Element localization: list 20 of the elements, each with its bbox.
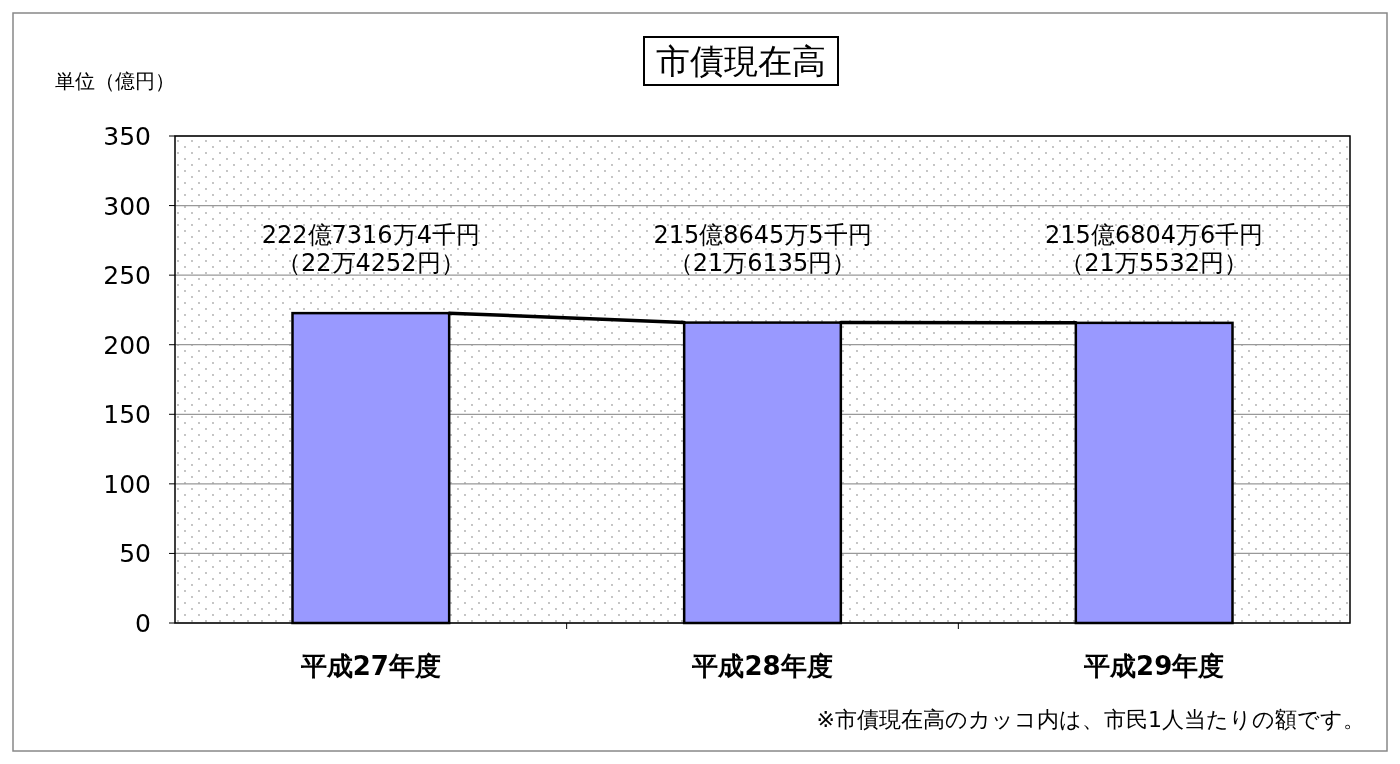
y-tick-label: 0 [135,609,151,638]
y-axis-title: 単位（億円） [55,69,175,93]
annotation: （22万4252円） [277,248,465,277]
y-tick-label: 250 [103,261,151,291]
annotation: 215億6804万6千円 [1045,220,1264,249]
y-tick-label: 100 [103,469,151,499]
chart-title: 市債現在高 [656,41,826,81]
annotation: （21万6135円） [668,248,857,277]
x-tick-label: 平成28年度 [691,651,833,681]
annotation: 215億8645万5千円 [653,220,872,249]
y-tick-label: 200 [103,330,151,360]
annotation: 222億7316万4千円 [261,220,480,249]
text: ※市債現在高のカッコ内は、市民1人当たりの額です。 [816,707,1365,732]
y-tick-label: 150 [103,400,151,430]
x-tick-label: 平成29年度 [1083,651,1225,681]
y-tick-label: 300 [103,191,151,221]
x-tick-label: 平成27年度 [299,651,441,681]
y-tick-label: 350 [103,122,151,151]
annotation: （21万5532円） [1060,248,1248,277]
y-tick-label: 50 [119,539,151,569]
